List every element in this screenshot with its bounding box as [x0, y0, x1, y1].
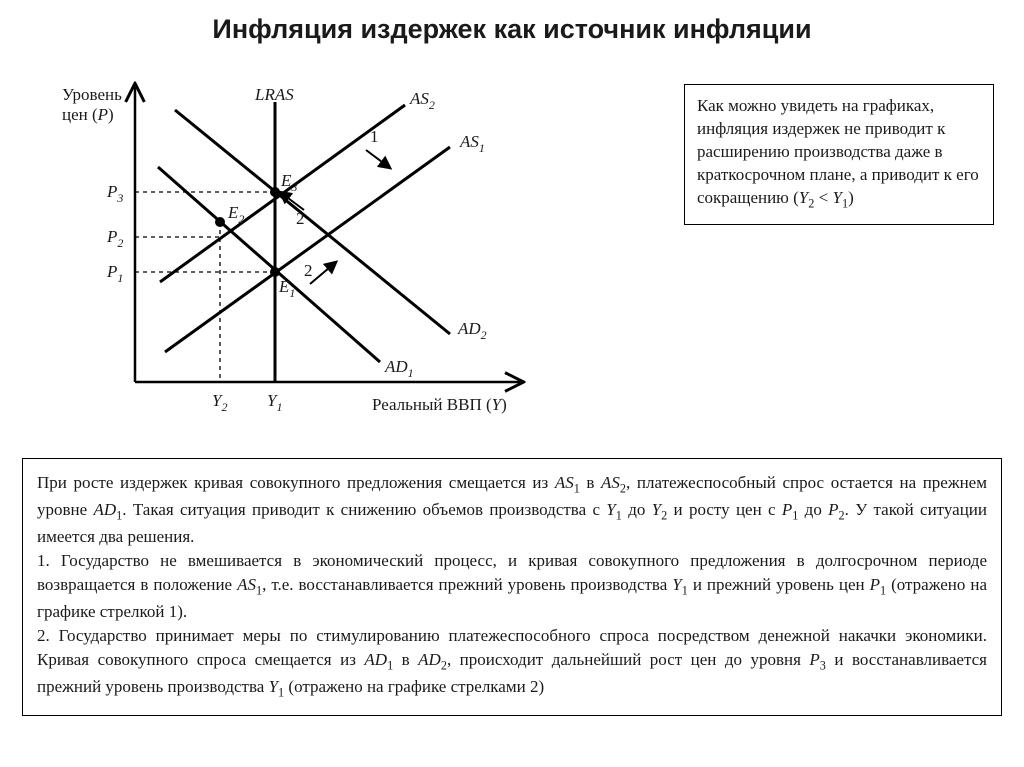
svg-text:P3: P3	[106, 182, 123, 205]
svg-text:2: 2	[296, 209, 305, 228]
svg-text:Реальный ВВП (Y): Реальный ВВП (Y)	[372, 395, 507, 414]
side-caption-box: Как можно увидеть на графиках, инфляция …	[684, 84, 994, 225]
svg-text:P1: P1	[106, 262, 123, 285]
svg-text:Y2: Y2	[212, 391, 227, 414]
svg-text:AS2: AS2	[409, 89, 435, 112]
page-title: Инфляция издержек как источник инфляции	[0, 14, 1024, 45]
bottom-explanation-box: При росте издержек кривая совокупного пр…	[22, 458, 1002, 716]
svg-text:AS1: AS1	[459, 132, 485, 155]
inflation-chart: Уровеньцен (P) Реальный ВВП (Y) LRAS AS1 AS2…	[50, 72, 570, 442]
svg-text:E1: E1	[278, 277, 295, 300]
svg-text:Уровень: Уровень	[62, 85, 122, 104]
svg-text:1: 1	[370, 127, 379, 146]
svg-text:P2: P2	[106, 227, 123, 250]
svg-text:2: 2	[304, 261, 313, 280]
side-caption-text: Как можно увидеть на графиках, инфляция …	[697, 96, 979, 207]
svg-text:AD2: AD2	[457, 319, 487, 342]
svg-text:Y1: Y1	[267, 391, 282, 414]
svg-text:AD1: AD1	[384, 357, 414, 380]
bottom-explanation-text: При росте издержек кривая совокупного пр…	[37, 471, 987, 701]
svg-text:цен (P): цен (P)	[62, 105, 114, 124]
svg-text:E2: E2	[227, 203, 244, 226]
chart-container: Уровеньцен (P) Реальный ВВП (Y) LRAS AS1 AS2…	[50, 72, 570, 442]
svg-text:LRAS: LRAS	[254, 85, 294, 104]
